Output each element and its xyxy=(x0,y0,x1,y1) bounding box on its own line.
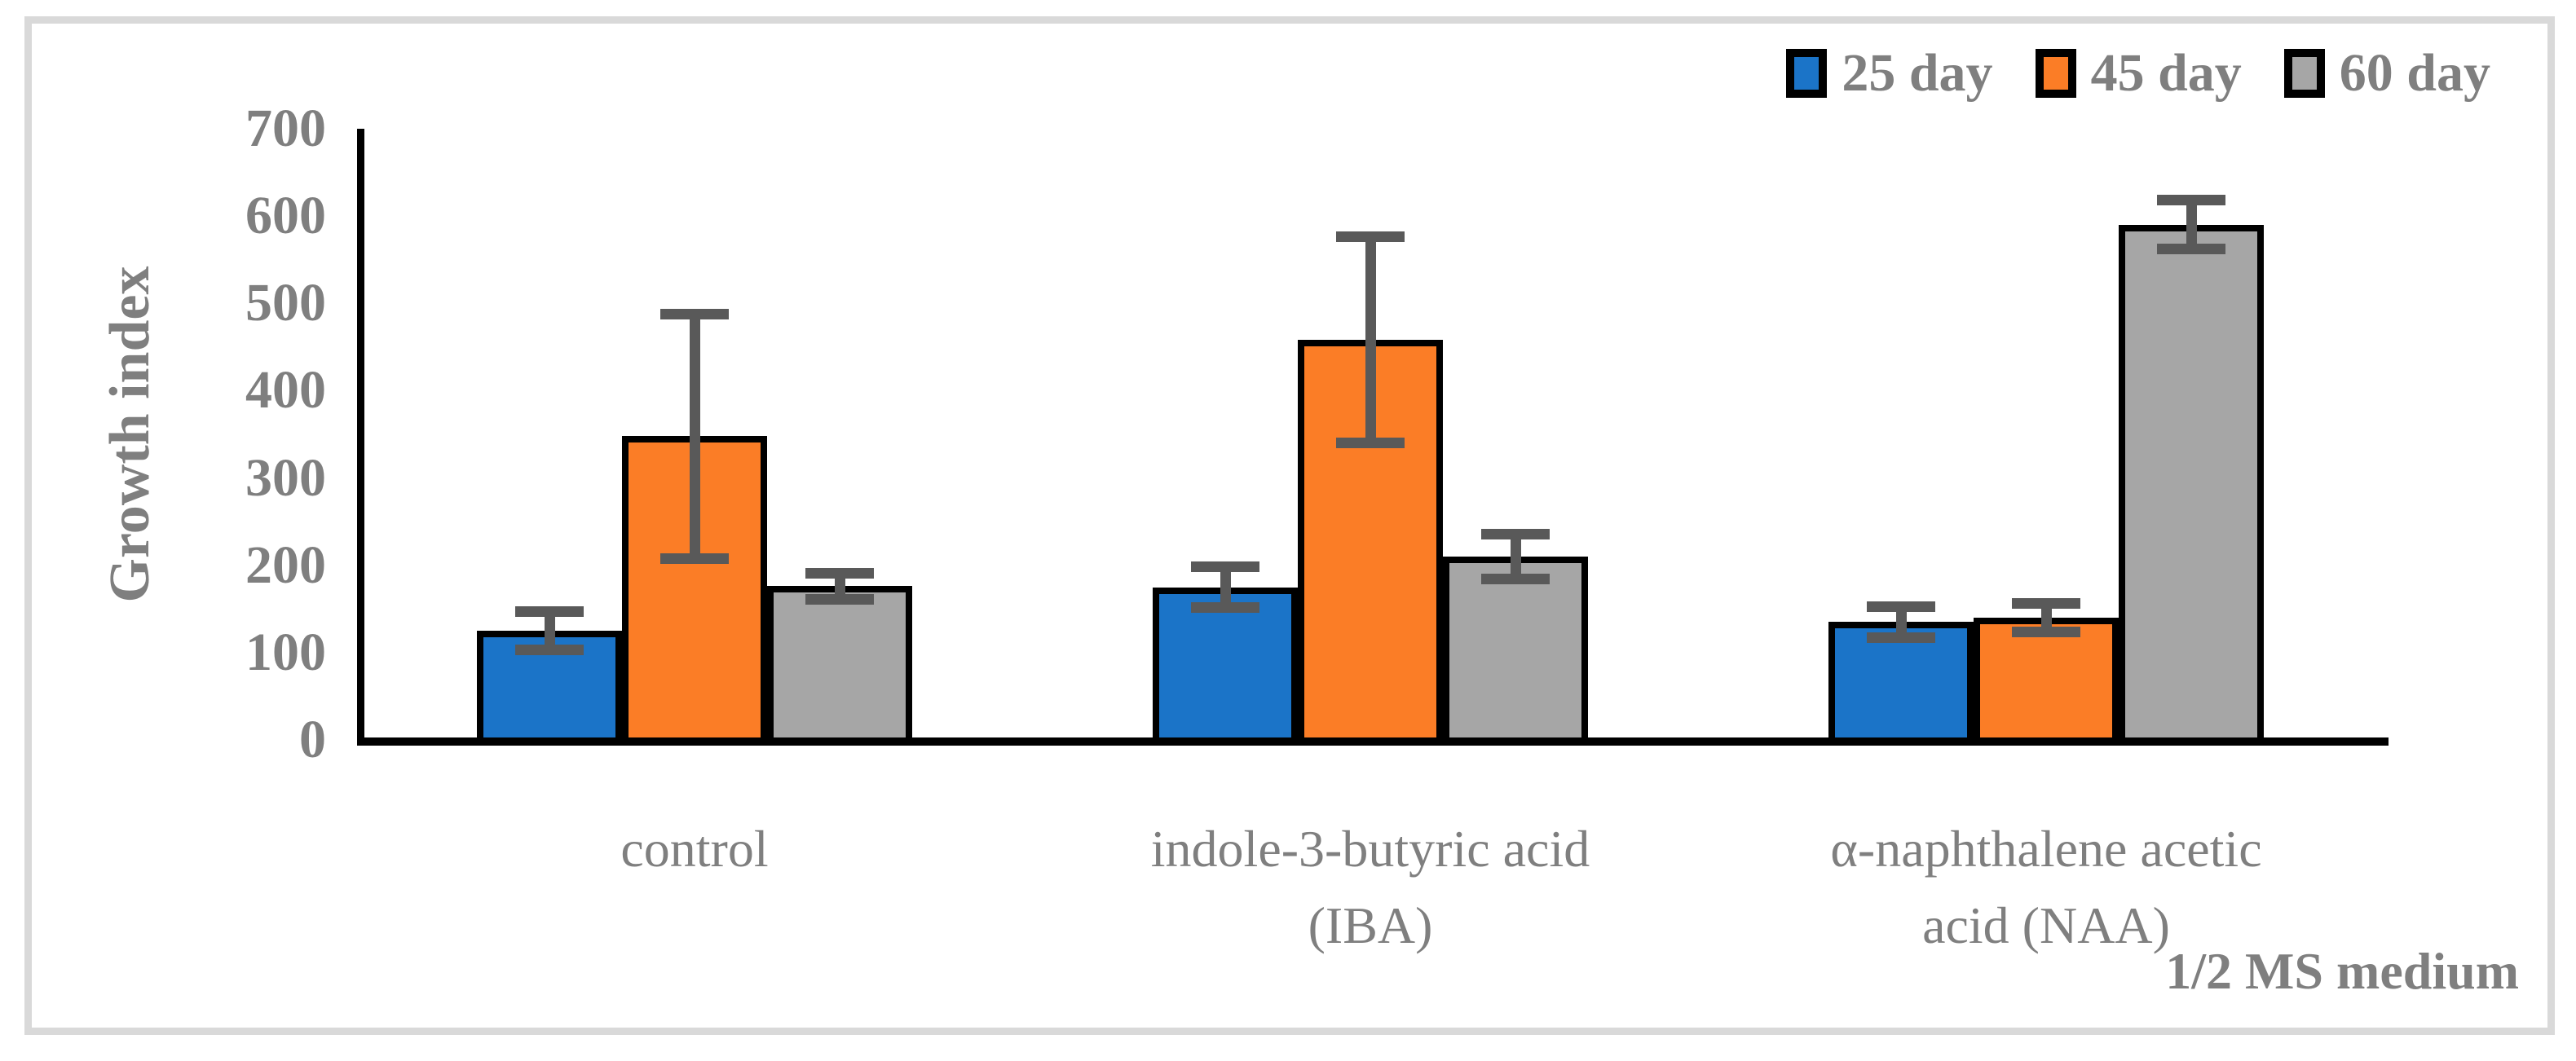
error-cap-bottom-45day-group3 xyxy=(2012,626,2080,637)
error-cap-bottom-60day-group1 xyxy=(805,594,874,605)
error-cap-top-25day-group3 xyxy=(1867,601,1935,612)
legend-item-60day: 60 day xyxy=(2283,42,2490,104)
error-cap-bottom-25day-group2 xyxy=(1191,601,1259,613)
legend-label: 45 day xyxy=(2090,43,2242,103)
legend-item-25day: 25 day xyxy=(1786,42,1993,104)
figure-border xyxy=(24,16,2555,1035)
bar-45day-group3 xyxy=(1974,618,2119,746)
error-cap-bottom-25day-group1 xyxy=(515,645,584,656)
category-label-line: (IBA) xyxy=(1308,896,1433,954)
error-cap-bottom-60day-group3 xyxy=(2157,244,2225,255)
error-bar-45day-group2 xyxy=(1365,236,1376,443)
y-tick-100: 100 xyxy=(245,622,326,682)
category-label-line: α-naphthalene acetic xyxy=(1830,820,2262,878)
y-tick-0: 0 xyxy=(299,710,326,769)
error-cap-top-60day-group2 xyxy=(1481,528,1550,539)
y-axis-line xyxy=(357,129,364,746)
error-bar-25day-group2 xyxy=(1220,566,1231,608)
error-bar-25day-group1 xyxy=(544,611,555,650)
legend-item-45day: 45 day xyxy=(2035,42,2242,104)
error-cap-top-45day-group2 xyxy=(1336,231,1405,243)
error-cap-bottom-45day-group1 xyxy=(660,553,729,564)
error-cap-top-45day-group3 xyxy=(2012,598,2080,610)
bar-60day-group2 xyxy=(1443,557,1588,746)
y-tick-400: 400 xyxy=(245,360,326,420)
y-tick-300: 300 xyxy=(245,447,326,508)
legend-swatch-icon xyxy=(1786,49,1828,98)
y-tick-200: 200 xyxy=(245,535,326,595)
legend-label: 25 day xyxy=(1842,43,1993,103)
error-bar-45day-group3 xyxy=(2040,603,2052,632)
y-tick-500: 500 xyxy=(245,273,326,333)
legend-label: 60 day xyxy=(2339,43,2490,103)
error-cap-top-45day-group1 xyxy=(660,308,729,319)
legend: 25 day 45 day 60 day xyxy=(1786,42,2490,104)
error-cap-top-60day-group1 xyxy=(805,567,874,579)
category-label-line: control xyxy=(620,820,769,878)
y-tick-600: 600 xyxy=(245,186,326,246)
category-label-line: acid (NAA) xyxy=(1922,896,2170,954)
legend-swatch-icon xyxy=(2283,49,2325,98)
error-bar-25day-group3 xyxy=(1895,606,1907,638)
category-label-line: indole-3-butyric acid xyxy=(1150,820,1590,878)
error-cap-bottom-25day-group3 xyxy=(1867,632,1935,644)
x-axis-line xyxy=(357,737,2389,746)
error-cap-top-60day-group3 xyxy=(2157,195,2225,206)
error-cap-top-25day-group1 xyxy=(515,606,584,617)
category-label-1: control xyxy=(352,811,1037,887)
error-bar-60day-group3 xyxy=(2186,200,2197,249)
legend-swatch-icon xyxy=(2035,49,2076,98)
bar-60day-group3 xyxy=(2119,224,2264,746)
y-tick-700: 700 xyxy=(245,99,326,158)
error-bar-45day-group1 xyxy=(689,314,700,559)
error-cap-bottom-45day-group2 xyxy=(1336,438,1405,449)
error-cap-top-25day-group2 xyxy=(1191,561,1259,573)
bar-60day-group1 xyxy=(767,586,912,746)
error-bar-60day-group1 xyxy=(834,573,845,600)
medium-annotation: 1/2 MS medium xyxy=(2165,942,2519,1000)
error-bar-60day-group2 xyxy=(1510,534,1521,579)
category-label-2: indole-3-butyric acid (IBA) xyxy=(1028,811,1713,964)
error-cap-bottom-60day-group2 xyxy=(1481,574,1550,585)
category-label-3: α-naphthalene acetic acid (NAA) xyxy=(1704,811,2389,964)
